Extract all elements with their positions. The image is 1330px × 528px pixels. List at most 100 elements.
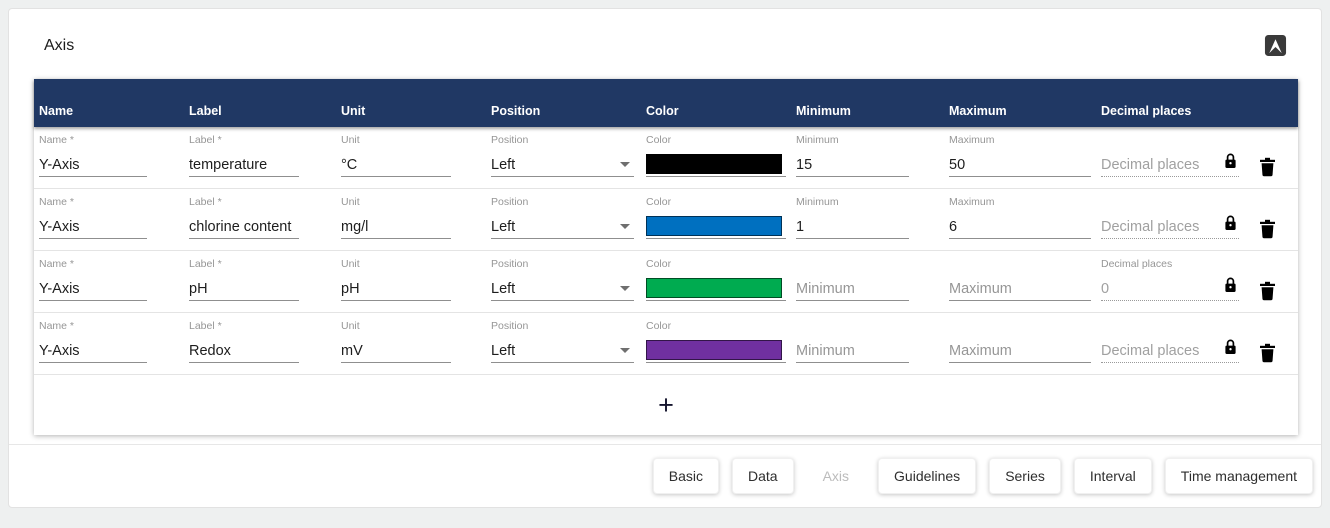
name-label: Name * xyxy=(39,196,75,208)
maximum-label xyxy=(949,258,1101,273)
chevron-down-icon xyxy=(620,348,630,353)
color-picker[interactable] xyxy=(646,339,786,363)
spacer xyxy=(1216,258,1256,312)
minimum-cell: Minimum 15 xyxy=(796,134,949,188)
delete-axis-button[interactable] xyxy=(1256,342,1278,366)
minimum-label xyxy=(796,258,949,273)
maximum-input[interactable]: Maximum xyxy=(949,277,1091,301)
decimal-places-label xyxy=(1101,320,1216,335)
tab-interval[interactable]: Interval xyxy=(1073,458,1152,494)
position-label: Position xyxy=(491,134,529,146)
spacer xyxy=(1216,320,1256,374)
unit-label: Unit xyxy=(341,320,360,332)
unit-input[interactable]: mV xyxy=(341,339,451,363)
position-select[interactable]: Left xyxy=(491,339,634,363)
name-input[interactable]: Y-Axis xyxy=(39,153,147,177)
label-input[interactable]: Redox xyxy=(189,339,299,363)
color-label: Color xyxy=(646,134,672,146)
unit-cell: Unit °C xyxy=(341,134,491,188)
color-swatch xyxy=(646,215,782,236)
position-value: Left xyxy=(491,280,516,297)
add-axis-button[interactable]: + xyxy=(646,388,686,423)
label-cell: Label * Redox xyxy=(189,320,341,374)
decimal-places-cell: Decimal places 0 xyxy=(1101,258,1239,312)
maximum-input[interactable]: 50 xyxy=(949,153,1091,177)
position-cell: Position Left xyxy=(491,134,646,188)
unit-label: Unit xyxy=(341,134,360,146)
decimal-places-cell: Decimal places xyxy=(1101,196,1239,250)
label-input[interactable]: pH xyxy=(189,277,299,301)
name-input[interactable]: Y-Axis xyxy=(39,339,147,363)
lock-icon xyxy=(1224,339,1237,360)
name-label: Name * xyxy=(39,258,75,270)
decimal-places-input: Decimal places xyxy=(1101,339,1239,363)
spacer xyxy=(1216,134,1256,188)
page-title: Axis xyxy=(44,37,75,54)
tab-data[interactable]: Data xyxy=(732,458,794,494)
color-swatch xyxy=(646,277,782,298)
panel-header: Axis xyxy=(9,9,1321,71)
minimum-input[interactable]: Minimum xyxy=(796,339,909,363)
unit-input[interactable]: mg/l xyxy=(341,215,451,239)
label-input[interactable]: chlorine content xyxy=(189,215,299,239)
tab-basic[interactable]: Basic xyxy=(652,458,719,494)
minimum-label: Minimum xyxy=(796,196,839,208)
label-input[interactable]: temperature xyxy=(189,153,299,177)
color-swatch xyxy=(646,153,782,174)
axis-row: Name * Y-Axis Label * temperature Unit °C Posi… xyxy=(34,127,1298,189)
position-cell: Position Left xyxy=(491,258,646,312)
position-label: Position xyxy=(491,320,529,332)
axis-table: Name Label Unit Position Color Minimum Maximum… xyxy=(34,79,1298,435)
chevron-down-icon xyxy=(620,224,630,229)
maximum-cell: Maximum xyxy=(949,258,1101,312)
axis-settings-panel: Axis Name Label Unit Position Color Minimum Ma… xyxy=(8,8,1322,508)
delete-axis-button[interactable] xyxy=(1256,280,1278,304)
axis-row: Name * Y-Axis Label * pH Unit pH Position Left C… xyxy=(34,251,1298,313)
decimal-places-text: Decimal places xyxy=(1101,156,1200,173)
position-cell: Position Left xyxy=(491,320,646,374)
column-header-label: Label xyxy=(189,104,222,118)
delete-axis-button[interactable] xyxy=(1256,218,1278,242)
chart-preview-button[interactable] xyxy=(1262,34,1288,60)
name-cell: Name * Y-Axis xyxy=(39,320,189,374)
color-swatch xyxy=(646,339,782,360)
tab-guidelines[interactable]: Guidelines xyxy=(878,458,977,494)
name-input[interactable]: Y-Axis xyxy=(39,215,147,239)
decimal-places-label: Decimal places xyxy=(1101,258,1173,270)
column-header-decimal-places: Decimal places xyxy=(1101,104,1192,118)
color-picker[interactable] xyxy=(646,153,786,177)
label-cell: Label * chlorine content xyxy=(189,196,341,250)
position-select[interactable]: Left xyxy=(491,277,634,301)
color-picker[interactable] xyxy=(646,277,786,301)
delete-axis-button[interactable] xyxy=(1256,156,1278,180)
unit-input[interactable]: pH xyxy=(341,277,451,301)
unit-cell: Unit mV xyxy=(341,320,491,374)
minimum-input[interactable]: Minimum xyxy=(796,277,909,301)
label-label: Label * xyxy=(189,320,222,332)
decimal-places-label xyxy=(1101,134,1216,149)
minimum-cell: Minimum 1 xyxy=(796,196,949,250)
color-label: Color xyxy=(646,320,672,332)
maximum-input[interactable]: 6 xyxy=(949,215,1091,239)
position-select[interactable]: Left xyxy=(491,215,634,239)
name-input[interactable]: Y-Axis xyxy=(39,277,147,301)
unit-input[interactable]: °C xyxy=(341,153,451,177)
color-cell: Color xyxy=(646,196,796,250)
chevron-down-icon xyxy=(620,162,630,167)
tab-time-management[interactable]: Time management xyxy=(1164,458,1313,494)
column-header-position: Position xyxy=(491,104,541,118)
maximum-cell: Maximum 50 xyxy=(949,134,1101,188)
minimum-input[interactable]: 1 xyxy=(796,215,909,239)
column-header-color: Color xyxy=(646,104,679,118)
maximum-input[interactable]: Maximum xyxy=(949,339,1091,363)
unit-label: Unit xyxy=(341,258,360,270)
trash-icon xyxy=(1259,157,1276,180)
tab-series[interactable]: Series xyxy=(989,458,1061,494)
color-cell: Color xyxy=(646,320,796,374)
color-picker[interactable] xyxy=(646,215,786,239)
row-actions xyxy=(1256,320,1298,374)
decimal-places-label xyxy=(1101,196,1216,211)
position-select[interactable]: Left xyxy=(491,153,634,177)
minimum-input[interactable]: 15 xyxy=(796,153,909,177)
maximum-cell: Maximum 6 xyxy=(949,196,1101,250)
